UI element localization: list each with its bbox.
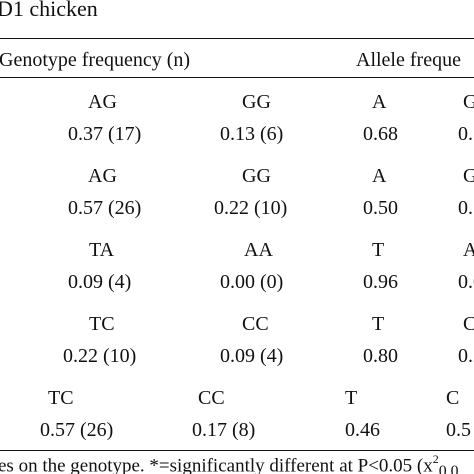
allele-label-2: A	[463, 239, 474, 261]
genotype-freq-2: 0.09 (4)	[220, 345, 284, 367]
genotype-freq-1: 0.37 (17)	[68, 123, 142, 145]
allele-freq-1: 0.80	[363, 345, 398, 367]
footnote-superscript: 2	[432, 452, 439, 466]
genotype-label-2: CC	[198, 387, 225, 409]
top-rule	[0, 38, 474, 39]
genotype-label-2: GG	[242, 91, 271, 113]
footnote-clip: es on the genotype. *=significantly diff…	[0, 452, 474, 474]
genotype-freq-2: 0.13 (6)	[220, 123, 284, 145]
genotype-label-2: GG	[242, 165, 271, 187]
allele-freq-2-clip: 0.2	[458, 342, 474, 370]
footnote: es on the genotype. *=significantly diff…	[0, 452, 459, 474]
allele-freq-2-clip: 0.5	[458, 194, 474, 222]
allele-freq-2: 0.0	[458, 271, 474, 293]
allele-freq-2-clip: 0.3	[458, 120, 474, 148]
allele-freq-2-clip: 0.0	[458, 268, 474, 296]
allele-freq-1: 0.96	[363, 271, 398, 293]
allele-freq-1: 0.50	[363, 197, 398, 219]
genotype-label-2: AA	[244, 239, 273, 261]
allele-label-1: T	[372, 239, 385, 261]
genotype-freq-2: 0.00 (0)	[220, 271, 284, 293]
genotype-label-1: TC	[48, 387, 74, 409]
genotype-label-2: CC	[242, 313, 269, 335]
footnote-subscript: 0.0	[438, 463, 459, 474]
table-caption: D1 chicken	[0, 0, 98, 21]
allele-label-2: G	[463, 91, 474, 113]
allele-freq-2: 0.5	[446, 419, 471, 441]
allele-freq-2-clip: 0.5	[446, 416, 474, 444]
allele-freq-2: 0.5	[458, 197, 474, 219]
allele-label-2-clip: C	[463, 310, 474, 338]
genotype-label-1: AG	[88, 165, 117, 187]
allele-label-2-clip: A	[463, 236, 474, 264]
allele-label-2: G	[463, 165, 474, 187]
allele-label-2: C	[446, 387, 460, 409]
genotype-freq-1: 0.57 (26)	[40, 419, 114, 441]
genotype-freq-1: 0.09 (4)	[68, 271, 132, 293]
allele-label-1: A	[372, 91, 387, 113]
footnote-text: es on the genotype. *=significantly diff…	[0, 455, 433, 474]
allele-freq-2: 0.3	[458, 123, 474, 145]
header-genotype-frequency: Genotype frequency (n)	[0, 49, 191, 71]
genotype-label-1: AG	[88, 91, 117, 113]
allele-label-1: A	[372, 165, 387, 187]
genotype-freq-1: 0.22 (10)	[63, 345, 137, 367]
genotype-freq-1: 0.57 (26)	[68, 197, 142, 219]
allele-freq-2: 0.2	[458, 345, 474, 367]
allele-label-1: T	[372, 313, 385, 335]
allele-label-2-clip: G	[463, 88, 474, 116]
genotype-label-1: TA	[89, 239, 115, 261]
bottom-rule	[0, 450, 474, 451]
allele-label-2-clip: G	[463, 162, 474, 190]
allele-label-2: C	[463, 313, 474, 335]
allele-label-1: T	[345, 387, 358, 409]
genotype-label-1: TC	[89, 313, 115, 335]
allele-freq-1: 0.68	[363, 123, 398, 145]
allele-freq-1: 0.46	[345, 419, 380, 441]
genotype-freq-2: 0.17 (8)	[192, 419, 256, 441]
header-allele-frequency: Allele freque	[356, 49, 461, 71]
genotype-freq-2: 0.22 (10)	[214, 197, 288, 219]
header-rule	[0, 77, 474, 78]
